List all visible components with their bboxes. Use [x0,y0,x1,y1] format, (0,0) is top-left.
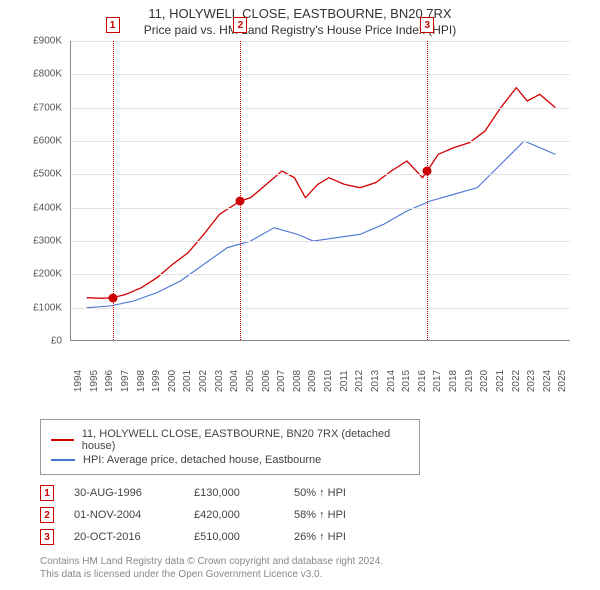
event-marker-box: 1 [106,17,120,33]
event-pct: 50% ↑ HPI [294,487,394,499]
gridline-h [71,41,570,42]
y-axis-label: £300K [12,236,62,247]
legend-label: 11, HOLYWELL CLOSE, EASTBOURNE, BN20 7RX… [82,428,409,452]
event-num-box: 3 [40,529,54,545]
event-date: 20-OCT-2016 [74,531,174,543]
x-axis-label: 2024 [542,370,553,392]
x-axis-label: 2017 [432,370,443,392]
x-axis-label: 2008 [292,370,303,392]
y-axis-label: £800K [12,69,62,80]
event-marker-dot [423,167,432,176]
gridline-h [71,141,570,142]
event-date: 30-AUG-1996 [74,487,174,499]
footer-line-2: This data is licensed under the Open Gov… [40,568,560,581]
event-price: £130,000 [194,487,274,499]
y-axis-label: £700K [12,102,62,113]
x-axis-label: 1998 [136,370,147,392]
x-axis-label: 2014 [386,370,397,392]
event-row: 2 01-NOV-2004 £420,000 58% ↑ HPI [40,507,600,523]
event-num-box: 1 [40,485,54,501]
event-marker-dot [236,197,245,206]
x-axis-label: 2002 [198,370,209,392]
event-date: 01-NOV-2004 [74,509,174,521]
x-axis-label: 2000 [167,370,178,392]
y-axis-label: £500K [12,169,62,180]
y-axis-label: £0 [12,336,62,347]
event-marker-box: 2 [233,17,247,33]
legend-row: HPI: Average price, detached house, East… [51,454,409,466]
chart-subtitle: Price paid vs. HM Land Registry's House … [0,21,600,41]
x-axis-label: 2019 [464,370,475,392]
legend-swatch [51,439,74,441]
gridline-h [71,208,570,209]
event-table: 1 30-AUG-1996 £130,000 50% ↑ HPI 2 01-NOV-200… [40,485,600,545]
gridline-h [71,241,570,242]
attribution-footer: Contains HM Land Registry data © Crown c… [40,555,560,581]
y-axis-label: £400K [12,202,62,213]
event-vline [427,41,428,340]
x-axis-label: 2022 [511,370,522,392]
x-axis-label: 2004 [229,370,240,392]
x-axis-label: 2009 [307,370,318,392]
chart-area: 123 £0£100K£200K£300K£400K£500K£600K£700… [20,41,580,371]
x-axis-label: 2013 [370,370,381,392]
event-pct: 26% ↑ HPI [294,531,394,543]
event-row: 1 30-AUG-1996 £130,000 50% ↑ HPI [40,485,600,501]
x-axis-label: 2016 [417,370,428,392]
x-axis-label: 2012 [354,370,365,392]
gridline-h [71,308,570,309]
x-axis-label: 2018 [448,370,459,392]
chart-title: 11, HOLYWELL CLOSE, EASTBOURNE, BN20 7RX [0,0,600,21]
gridline-h [71,174,570,175]
x-axis-label: 2015 [401,370,412,392]
x-axis-label: 2023 [526,370,537,392]
footer-line-1: Contains HM Land Registry data © Crown c… [40,555,560,568]
x-axis-label: 1997 [120,370,131,392]
series-line [87,141,556,308]
legend-swatch [51,459,75,461]
legend-label: HPI: Average price, detached house, East… [83,454,321,466]
x-axis-label: 2020 [479,370,490,392]
gridline-h [71,274,570,275]
x-axis-label: 1994 [73,370,84,392]
x-axis-label: 2021 [495,370,506,392]
y-axis-label: £600K [12,136,62,147]
x-axis-label: 2007 [276,370,287,392]
x-axis-label: 1995 [89,370,100,392]
x-axis-label: 2003 [214,370,225,392]
event-marker-dot [108,293,117,302]
legend: 11, HOLYWELL CLOSE, EASTBOURNE, BN20 7RX… [40,419,420,475]
event-num-box: 2 [40,507,54,523]
gridline-h [71,108,570,109]
event-pct: 58% ↑ HPI [294,509,394,521]
event-vline [240,41,241,340]
x-axis-label: 1999 [151,370,162,392]
y-axis-label: £100K [12,302,62,313]
event-price: £420,000 [194,509,274,521]
series-svg [71,41,571,341]
event-row: 3 20-OCT-2016 £510,000 26% ↑ HPI [40,529,600,545]
x-axis-label: 2011 [339,370,350,392]
x-axis-label: 2005 [245,370,256,392]
x-axis-label: 2001 [182,370,193,392]
legend-row: 11, HOLYWELL CLOSE, EASTBOURNE, BN20 7RX… [51,428,409,452]
y-axis-label: £200K [12,269,62,280]
event-marker-box: 3 [420,17,434,33]
x-axis-label: 1996 [104,370,115,392]
x-axis-label: 2006 [261,370,272,392]
series-line [87,88,556,299]
plot-region: 123 [70,41,570,341]
event-price: £510,000 [194,531,274,543]
gridline-h [71,74,570,75]
x-axis-label: 2025 [557,370,568,392]
x-axis-label: 2010 [323,370,334,392]
y-axis-label: £900K [12,36,62,47]
